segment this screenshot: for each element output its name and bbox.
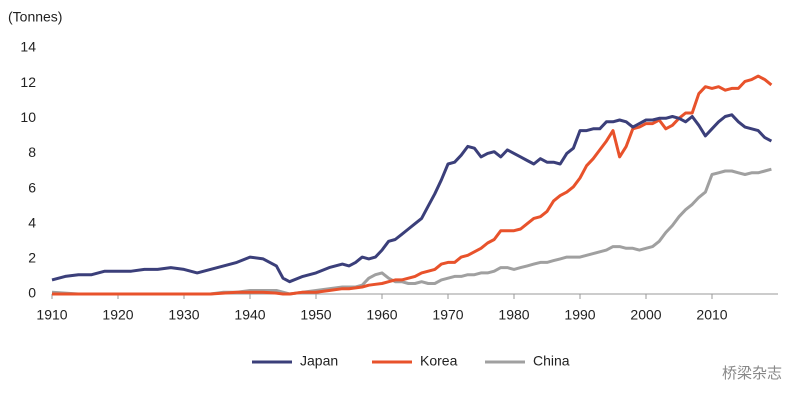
x-tick-label: 1920 [102,307,133,323]
x-tick-label: 1910 [36,307,67,323]
x-tick-label: 1950 [300,307,331,323]
x-tick-label: 1930 [168,307,199,323]
y-tick-label: 0 [28,285,36,301]
legend-label: China [533,353,570,369]
watermark: 桥梁杂志 [722,365,782,382]
x-tick-label: 1990 [564,307,595,323]
legend-label: Korea [420,353,458,369]
series-line [51,113,773,284]
x-tick-label: 1970 [432,307,463,323]
y-tick-label: 8 [28,144,36,160]
y-tick-label: 14 [20,39,36,55]
y-axis-label: (Tonnes) [8,9,62,25]
x-tick-label: 1940 [234,307,265,323]
legend-label: Japan [300,353,338,369]
y-tick-label: 10 [20,109,36,125]
y-tick-label: 2 [28,250,36,266]
x-tick-label: 2010 [696,307,727,323]
x-tick-label: 2000 [630,307,661,323]
series-line [51,167,772,296]
y-tick-label: 4 [28,214,36,230]
x-tick-label: 1980 [498,307,529,323]
series-line [52,74,773,296]
x-tick-label: 1960 [366,307,397,323]
y-tick-label: 6 [28,179,36,195]
y-tick-label: 12 [20,74,36,90]
